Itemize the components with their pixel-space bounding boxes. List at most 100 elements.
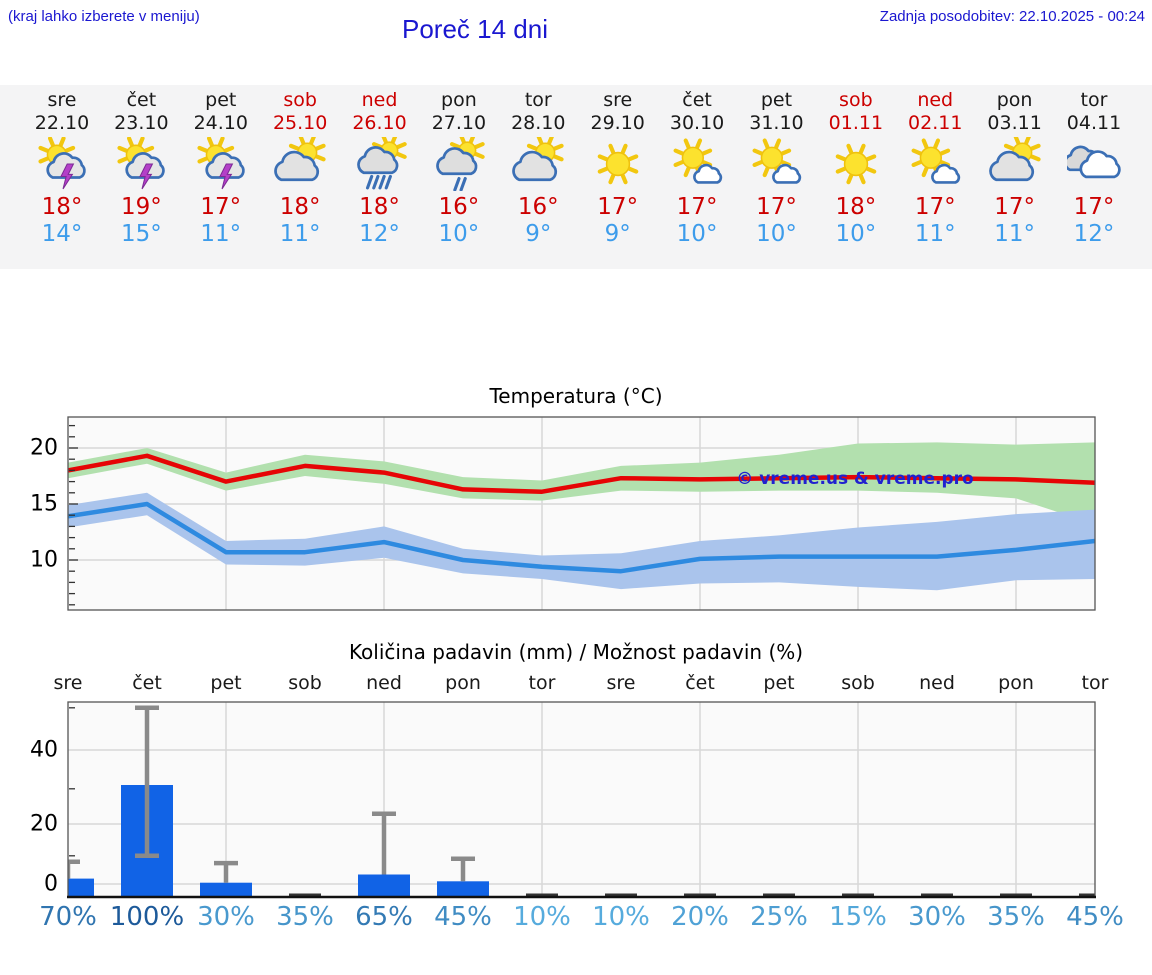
precip-zero-dash — [1000, 893, 1032, 896]
temp-low: 10° — [676, 221, 718, 247]
precip-day-label: pon — [445, 672, 481, 694]
precip-bar — [68, 878, 94, 897]
day-column: tor 04.11 17° 12° — [1051, 89, 1137, 248]
precip-probability-label: 10% — [513, 902, 571, 932]
sun-icon — [597, 143, 638, 185]
temp-high: 18° — [41, 194, 83, 220]
day-column: tor 28.10 16° 9° — [495, 89, 581, 248]
day-date: 03.11 — [987, 112, 1042, 134]
precip-ytick-label: 20 — [30, 812, 58, 837]
day-date: 02.11 — [908, 112, 963, 134]
temp-ytick-label: 10 — [30, 548, 58, 573]
temp-high: 17° — [597, 194, 639, 220]
sun-cloud-heavy-rain-icon — [356, 137, 407, 190]
precip-probability-label: 30% — [908, 902, 966, 932]
precip-day-label: pet — [763, 672, 795, 694]
day-column: ned 02.11 17° 11° — [892, 89, 978, 248]
temp-low: 11° — [994, 221, 1035, 247]
precip-probability-label: 15% — [829, 902, 887, 932]
precip-bar — [358, 874, 410, 897]
temp-low: 10° — [835, 221, 877, 247]
temp-low: 15° — [120, 221, 162, 247]
precip-zero-dash — [684, 893, 716, 896]
watermark: © vreme.us & vreme.pro — [736, 469, 973, 489]
day-column: sre 22.10 18° 14° — [19, 89, 105, 248]
precip-day-label: sre — [606, 672, 636, 694]
precip-zero-dash — [289, 893, 321, 896]
temp-ytick-label: 15 — [30, 492, 58, 517]
day-date: 29.10 — [590, 112, 645, 134]
temp-high: 18° — [279, 194, 321, 220]
temp-low: 9° — [525, 221, 552, 247]
day-date: 23.10 — [114, 112, 169, 134]
day-date: 25.10 — [272, 112, 328, 134]
day-column: čet 23.10 19° 15° — [98, 89, 184, 248]
precip-probability-label: 30% — [197, 902, 255, 932]
day-date: 28.10 — [511, 112, 566, 134]
precipitation-chart: 0 20 40 — [30, 701, 1096, 899]
last-update-timestamp: Zadnja posodobitev: 22.10.2025 - 00:24 — [879, 8, 1145, 25]
day-name: čet — [126, 89, 157, 111]
sun-small-cloud-icon — [911, 138, 961, 184]
day-date: 24.10 — [193, 112, 248, 134]
temp-high: 16° — [517, 194, 559, 220]
day-date: 31.10 — [749, 112, 804, 134]
precip-zero-dash — [763, 893, 795, 896]
day-column: pon 27.10 16° 10° — [416, 89, 502, 248]
temp-high: 17° — [994, 194, 1035, 220]
precip-day-label: čet — [132, 672, 162, 694]
day-column: čet 30.10 17° 10° — [654, 89, 740, 248]
day-name: ned — [917, 89, 954, 111]
forecast-strip: sre 22.10 18° 14° čet 23.10 19° 15° pet 24.10 17° 1… — [0, 85, 1152, 269]
precip-bar — [200, 882, 252, 897]
precip-day-label: tor — [528, 672, 556, 694]
location-hint: (kraj lahko izberete v meniju) — [8, 8, 200, 25]
day-column: sob 01.11 18° 10° — [813, 89, 899, 248]
day-column: sre 29.10 17° 9° — [575, 89, 661, 248]
day-column: ned 26.10 18° 12° — [337, 89, 423, 248]
temp-low: 10° — [438, 221, 480, 247]
day-name: pet — [205, 89, 237, 111]
precip-zero-dash — [526, 893, 558, 896]
day-date: 04.11 — [1066, 112, 1122, 134]
precip-day-label: sob — [288, 672, 322, 694]
sun-small-cloud-icon — [673, 138, 723, 184]
precip-zero-dash — [842, 893, 874, 896]
precip-probability-label: 70% — [39, 902, 97, 932]
day-name: tor — [1080, 89, 1108, 111]
sun-cloud-lightning-icon — [197, 137, 245, 190]
temp-low: 11° — [200, 221, 242, 247]
day-column: pet 24.10 17° 11° — [178, 89, 264, 248]
precip-ytick-label: 0 — [44, 872, 58, 897]
precip-probability-label: 45% — [1066, 902, 1124, 932]
precip-day-label: ned — [919, 672, 955, 694]
precip-probability-label: 65% — [355, 902, 413, 932]
day-date: 26.10 — [352, 112, 407, 134]
sun-cloud-light-rain-icon — [436, 137, 485, 191]
sun-cloud-lightning-icon — [117, 137, 166, 190]
precip-probability-label: 35% — [276, 902, 334, 932]
day-column: pon 03.11 17° 11° — [972, 89, 1058, 248]
sun-behind-cloud-icon — [988, 137, 1041, 182]
sun-behind-cloud-icon — [274, 137, 326, 182]
temp-low: 12° — [359, 221, 400, 247]
temp-high: 17° — [200, 194, 242, 220]
precip-day-label: čet — [685, 672, 715, 694]
day-name: sob — [839, 89, 873, 111]
precip-probability-label: 10% — [592, 902, 650, 932]
temp-high: 17° — [676, 194, 718, 220]
temp-low: 14° — [41, 221, 83, 247]
day-column: sob 25.10 18° 11° — [257, 89, 343, 248]
temp-high: 18° — [359, 194, 400, 220]
sun-cloud-lightning-icon — [38, 137, 86, 190]
temp-low: 9° — [604, 221, 631, 247]
temp-low: 12° — [1073, 221, 1115, 247]
day-name: pon — [996, 89, 1033, 111]
precip-day-label: pet — [210, 672, 242, 694]
temp-high: 17° — [756, 194, 797, 220]
temperature-chart-title: Temperatura (°C) — [489, 384, 663, 408]
temp-high: 19° — [120, 194, 162, 220]
day-name: pon — [441, 89, 477, 111]
page-title: Poreč 14 dni — [402, 14, 548, 44]
